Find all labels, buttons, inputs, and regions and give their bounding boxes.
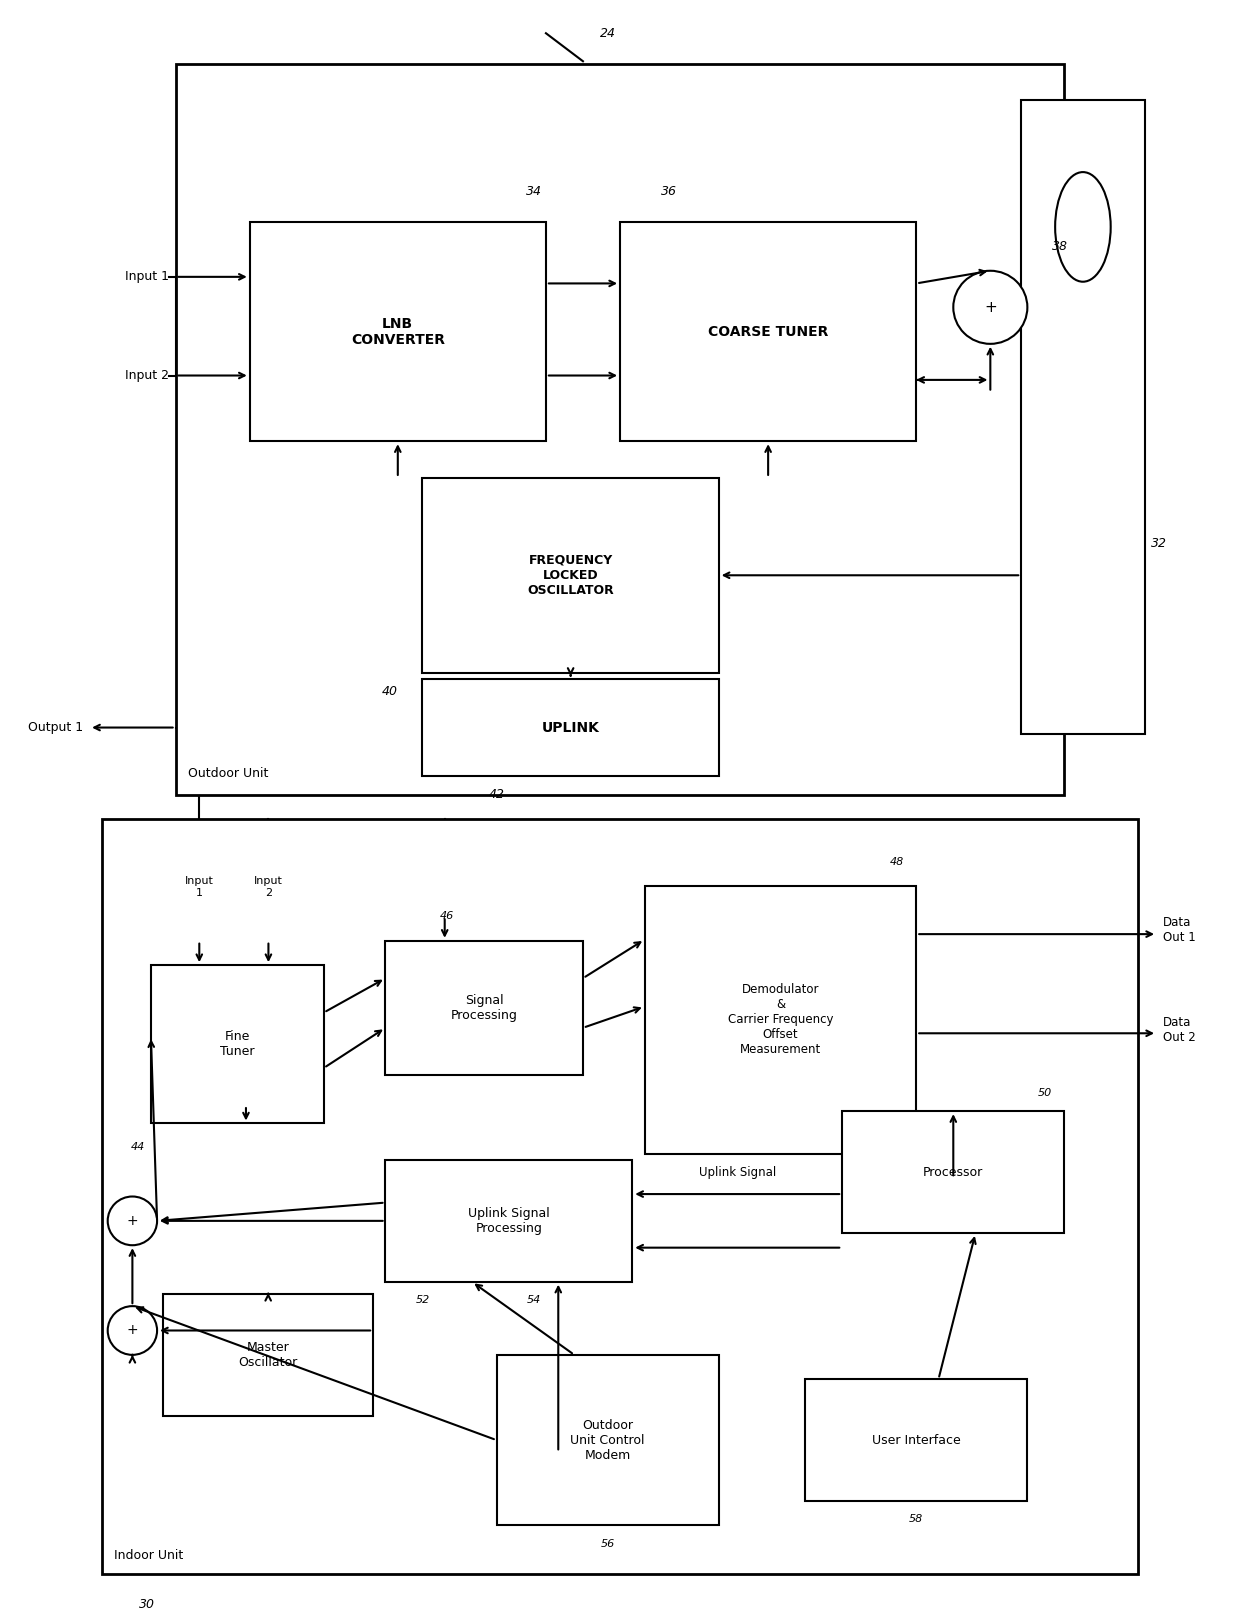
Text: Data
Out 1: Data Out 1 xyxy=(1163,917,1195,944)
Text: 24: 24 xyxy=(600,27,615,40)
Ellipse shape xyxy=(1055,171,1111,281)
Bar xyxy=(164,1294,373,1416)
Text: COARSE TUNER: COARSE TUNER xyxy=(708,325,828,338)
Bar xyxy=(386,1159,632,1282)
Text: 40: 40 xyxy=(382,686,398,699)
Text: Outdoor Unit: Outdoor Unit xyxy=(188,766,268,779)
Bar xyxy=(386,941,583,1075)
Text: 44: 44 xyxy=(130,1142,145,1151)
Text: Uplink Signal
Processing: Uplink Signal Processing xyxy=(467,1206,549,1235)
Bar xyxy=(151,965,324,1124)
Text: Outdoor
Unit Control
Modem: Outdoor Unit Control Modem xyxy=(570,1418,645,1462)
Text: 50: 50 xyxy=(1038,1088,1052,1098)
Text: +: + xyxy=(985,299,997,315)
Text: Input
1: Input 1 xyxy=(185,876,213,897)
Text: 32: 32 xyxy=(1151,537,1167,550)
Text: Processor: Processor xyxy=(923,1166,983,1179)
Text: Input 2: Input 2 xyxy=(125,369,170,382)
Text: Output 1: Output 1 xyxy=(27,721,83,734)
Text: Input
2: Input 2 xyxy=(254,876,283,897)
Text: +: + xyxy=(126,1323,138,1337)
Bar xyxy=(620,222,916,441)
Bar xyxy=(423,679,719,776)
Text: LNB
CONVERTER: LNB CONVERTER xyxy=(351,317,445,346)
Text: +: + xyxy=(126,1214,138,1227)
Text: 54: 54 xyxy=(527,1295,541,1305)
Text: 48: 48 xyxy=(889,857,904,867)
Bar xyxy=(496,1355,719,1525)
Text: 38: 38 xyxy=(1052,239,1068,252)
Text: 34: 34 xyxy=(526,184,542,197)
Bar xyxy=(1022,100,1145,734)
Bar xyxy=(102,818,1138,1573)
Text: Signal
Processing: Signal Processing xyxy=(451,994,517,1022)
Bar xyxy=(805,1379,1028,1501)
Text: Master
Oscillator: Master Oscillator xyxy=(238,1340,298,1370)
Bar xyxy=(423,479,719,673)
Text: 46: 46 xyxy=(440,912,454,922)
Bar xyxy=(645,886,916,1155)
Text: Demodulator
&
Carrier Frequency
Offset
Measurement: Demodulator & Carrier Frequency Offset M… xyxy=(728,983,833,1056)
Text: 58: 58 xyxy=(909,1514,924,1525)
Bar xyxy=(842,1111,1064,1234)
Text: Uplink Signal: Uplink Signal xyxy=(698,1166,776,1179)
Circle shape xyxy=(954,270,1028,344)
Text: 30: 30 xyxy=(139,1599,155,1612)
Text: 52: 52 xyxy=(415,1295,429,1305)
Text: Input 1: Input 1 xyxy=(125,270,170,283)
Text: FREQUENCY
LOCKED
OSCILLATOR: FREQUENCY LOCKED OSCILLATOR xyxy=(527,553,614,597)
Circle shape xyxy=(108,1197,157,1245)
Text: 42: 42 xyxy=(489,787,505,800)
Bar xyxy=(249,222,546,441)
Text: UPLINK: UPLINK xyxy=(542,721,600,734)
Text: Indoor Unit: Indoor Unit xyxy=(114,1549,184,1562)
Text: 56: 56 xyxy=(600,1539,615,1549)
Text: Fine
Tuner: Fine Tuner xyxy=(219,1030,254,1058)
Text: Data
Out 2: Data Out 2 xyxy=(1163,1015,1195,1043)
Circle shape xyxy=(108,1307,157,1355)
Text: 36: 36 xyxy=(661,184,677,197)
Text: User Interface: User Interface xyxy=(872,1434,961,1447)
Bar xyxy=(176,63,1064,794)
